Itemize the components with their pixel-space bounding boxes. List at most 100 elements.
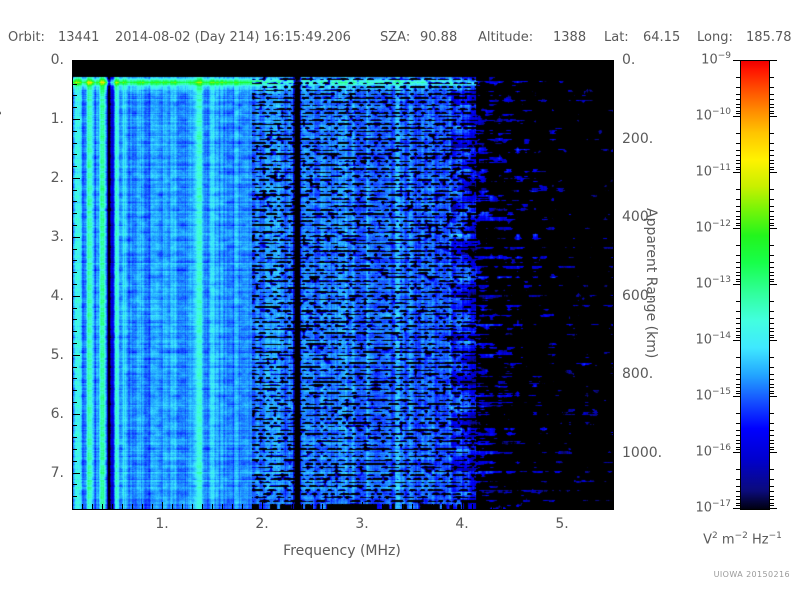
colorbar-minor-tick-left <box>736 149 741 151</box>
colorbar-minor-tick-right <box>769 275 774 277</box>
x-tick-minor <box>492 504 493 509</box>
colorbar-minor-tick-right <box>769 331 774 333</box>
colorbar-minor-tick-left <box>736 271 741 273</box>
y-tick-left-minor <box>73 366 77 368</box>
x-tick-label: 3. <box>355 516 369 532</box>
x-tick-minor <box>512 504 513 509</box>
colorbar-minor-tick-left <box>736 103 741 105</box>
y-tick-left-minor <box>73 460 77 462</box>
y-tick-left-minor <box>73 449 77 451</box>
colorbar-minor-tick-left <box>736 155 741 157</box>
colorbar-minor-tick-left <box>736 356 741 358</box>
colorbar-minor-tick-left <box>736 491 741 493</box>
colorbar-minor-tick-right <box>769 93 774 95</box>
y-tick-right-minor <box>609 99 613 101</box>
colorbar-minor-tick-left <box>736 205 741 207</box>
x-tick-label: 4. <box>455 516 469 532</box>
x-tick-minor-top <box>142 61 143 65</box>
colorbar-minor-tick-left <box>736 166 741 168</box>
y-tick-label-left: 3. <box>50 228 64 245</box>
colorbar-minor-tick-left <box>736 261 741 263</box>
x-tick-minor <box>582 504 583 509</box>
y-tick-left-major <box>73 236 80 238</box>
y-tick-right-major <box>606 295 613 297</box>
colorbar-tick-right <box>769 228 777 229</box>
x-tick-minor-top <box>472 61 473 65</box>
x-tick-minor <box>122 504 123 509</box>
y-tick-left-minor <box>73 225 77 227</box>
x-tick-minor-top <box>192 61 193 65</box>
y-tick-left-minor <box>73 130 77 132</box>
y-tick-left-minor <box>73 107 77 109</box>
x-tick-minor-top <box>422 61 423 65</box>
colorbar-minor-tick-left <box>736 107 741 109</box>
x-tick-minor-top <box>202 61 203 65</box>
colorbar-tick-right <box>769 452 777 453</box>
colorbar-minor-tick-left <box>736 412 741 414</box>
x-tick-minor <box>132 504 133 509</box>
colorbar-tick-label: 10−13 <box>695 275 731 292</box>
x-tick-minor-top <box>572 61 573 65</box>
colorbar-minor-tick-right <box>769 327 774 329</box>
colorbar-tick-left <box>733 116 741 117</box>
colorbar-tick-right <box>769 116 777 117</box>
spectrogram-plot-area <box>72 60 614 510</box>
colorbar-tick-label: 10−10 <box>695 107 731 124</box>
colorbar-minor-tick-left <box>736 86 741 88</box>
y-tick-right-minor <box>609 197 613 199</box>
y-tick-left-major <box>73 60 80 61</box>
y-tick-label-left: 4. <box>50 287 64 304</box>
x-tick-minor-top <box>382 61 383 65</box>
colorbar-minor-tick-left <box>736 159 741 161</box>
y-tick-left-minor <box>73 437 77 439</box>
colorbar-minor-tick-right <box>769 149 774 151</box>
x-tick-minor-top <box>522 61 523 65</box>
x-tick-minor <box>302 504 303 509</box>
x-tick-minor <box>402 504 403 509</box>
colorbar-tick-right <box>769 396 777 397</box>
orbit-value: 13441 <box>58 30 100 45</box>
y-tick-left-minor <box>73 166 77 168</box>
colorbar-tick-left <box>733 508 741 509</box>
colorbar-minor-tick-left <box>736 281 741 283</box>
y-tick-left-minor <box>73 83 77 85</box>
y-tick-label-right: 0. <box>622 52 636 68</box>
y-axis-left-title: Time Delay (ms) <box>0 70 2 186</box>
colorbar-minor-tick-right <box>769 222 774 224</box>
x-tick-minor <box>412 504 413 509</box>
colorbar-minor-tick-left <box>736 390 741 392</box>
x-tick-minor-top <box>602 61 603 65</box>
colorbar-minor-tick-right <box>769 373 774 375</box>
y-tick-label-right: 1000. <box>622 444 663 461</box>
colorbar-minor-tick-right <box>769 166 774 168</box>
x-tick-minor-top <box>222 61 223 65</box>
x-tick-minor-top <box>152 61 153 65</box>
colorbar-tick-label: 10−12 <box>695 219 731 236</box>
colorbar-minor-tick-right <box>769 132 774 134</box>
colorbar-minor-tick-left <box>736 215 741 217</box>
x-tick-minor-top <box>452 61 453 65</box>
x-tick-label: 5. <box>555 516 569 532</box>
y-tick-left-minor <box>73 484 77 486</box>
colorbar-minor-tick-right <box>769 271 774 273</box>
x-axis-title: Frequency (MHz) <box>283 543 401 559</box>
x-tick-minor <box>352 504 353 509</box>
x-tick-minor-top <box>372 61 373 65</box>
y-tick-label-right: 200. <box>622 130 654 147</box>
x-tick-minor-top <box>172 61 173 65</box>
y-tick-right-minor <box>609 236 613 238</box>
colorbar-minor-tick-right <box>769 198 774 200</box>
colorbar-minor-tick-right <box>769 281 774 283</box>
colorbar-minor-tick-left <box>736 113 741 115</box>
x-tick-minor <box>182 504 183 509</box>
y-tick-left-major <box>73 472 80 474</box>
colorbar-tick-right <box>769 284 777 285</box>
colorbar-minor-tick-right <box>769 449 774 451</box>
latitude-label: Lat: <box>604 30 629 45</box>
x-tick-minor-top <box>342 61 343 65</box>
x-tick-minor-top <box>332 61 333 65</box>
colorbar-minor-tick-right <box>769 499 774 501</box>
colorbar-minor-tick-right <box>769 169 774 171</box>
y-tick-right-major <box>606 138 613 140</box>
x-tick-minor <box>532 504 533 509</box>
